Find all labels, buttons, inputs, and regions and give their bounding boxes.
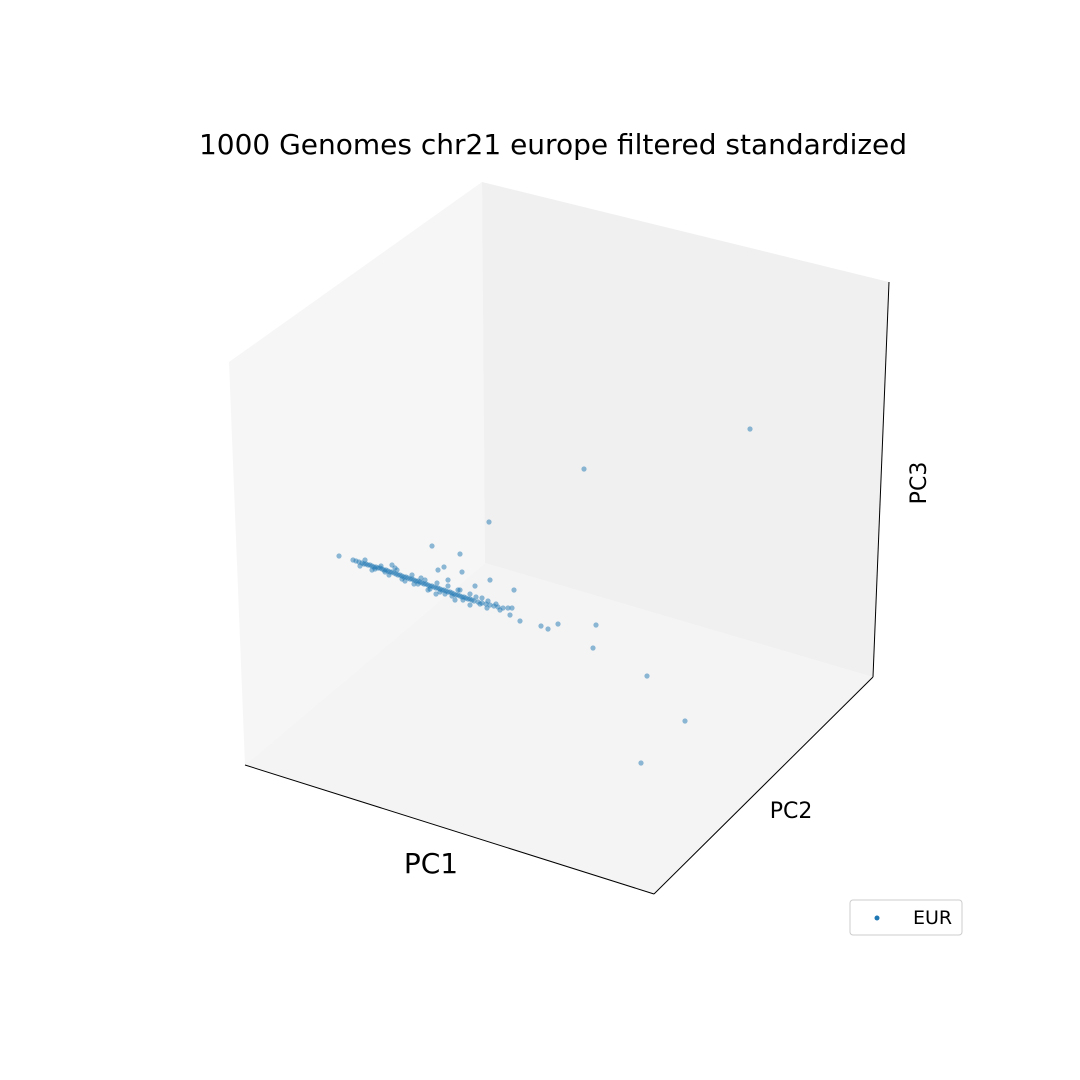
scatter-point — [362, 557, 368, 563]
scatter-point — [336, 553, 342, 559]
eur-scatter-points — [336, 426, 753, 766]
scatter-point — [442, 591, 448, 597]
scatter-point — [378, 563, 384, 569]
scatter-point — [402, 578, 408, 584]
left-wall-pane — [229, 182, 485, 765]
z-axis-label: PC3 — [907, 462, 932, 505]
scatter-point — [590, 645, 596, 651]
scatter-point — [460, 597, 466, 603]
scatter-point — [555, 621, 561, 627]
scatter-point — [415, 581, 421, 587]
scatter-point — [493, 601, 499, 607]
back-wall-pane — [482, 182, 889, 677]
scatter-point — [459, 569, 465, 575]
scatter-point — [389, 562, 395, 568]
legend-label-eur: EUR — [913, 907, 952, 929]
y-axis-line — [653, 676, 874, 895]
scatter-point — [638, 760, 644, 766]
scatter-point — [467, 591, 473, 597]
scatter-point — [644, 673, 650, 679]
scatter-point — [434, 580, 440, 586]
scatter-point — [435, 567, 441, 573]
scatter-point — [473, 594, 479, 600]
scatter-point — [449, 593, 455, 599]
scatter-point — [581, 466, 587, 472]
legend: EUR — [849, 899, 963, 936]
scatter-point — [471, 598, 477, 604]
x-axis-line — [244, 764, 655, 895]
y-axis-label: PC2 — [770, 799, 813, 824]
scatter-point — [433, 591, 439, 597]
scatter-point — [445, 583, 451, 589]
scatter-point — [467, 602, 473, 608]
scatter-point — [437, 589, 443, 595]
scatter-point — [486, 519, 492, 525]
scatter-point — [457, 551, 463, 557]
scatter-point — [505, 605, 511, 611]
scatter-point — [507, 612, 513, 618]
scatter-point — [593, 622, 599, 628]
scatter-point — [538, 623, 544, 629]
scatter-point — [409, 572, 415, 578]
scatter-point — [457, 587, 463, 593]
scatter-point — [487, 577, 493, 583]
scatter-point — [429, 543, 435, 549]
scatter-point — [485, 598, 491, 604]
scatter-point — [497, 607, 503, 613]
scatter-point — [545, 626, 551, 632]
scatter-point — [382, 569, 388, 575]
scatter-point — [445, 577, 451, 583]
scatter-point — [472, 583, 478, 589]
z-axis-line — [872, 281, 890, 678]
scatter-point — [452, 597, 458, 603]
scatter-point — [441, 564, 447, 570]
scatter-point — [682, 718, 688, 724]
legend-marker-eur — [874, 915, 880, 921]
x-axis-label: PC1 — [404, 847, 458, 880]
scatter-point — [418, 575, 424, 581]
scatter-point — [394, 567, 400, 573]
scatter-point — [509, 605, 515, 611]
scatter-point — [477, 601, 483, 607]
scatter-point — [479, 595, 485, 601]
scatter-point — [357, 563, 363, 569]
scatter-point — [517, 618, 523, 624]
chart-title: 1000 Genomes chr21 europe filtered stand… — [199, 128, 907, 161]
scatter-point — [511, 587, 517, 593]
scatter-point — [369, 567, 375, 573]
scatter-point — [747, 426, 753, 432]
scatter-point — [425, 587, 431, 593]
floor-pane — [245, 563, 873, 894]
scatter-point — [386, 572, 392, 578]
scatter-point — [411, 581, 417, 587]
scatter-point — [484, 605, 490, 611]
scatter-point — [422, 577, 428, 583]
legend-frame — [849, 899, 963, 936]
